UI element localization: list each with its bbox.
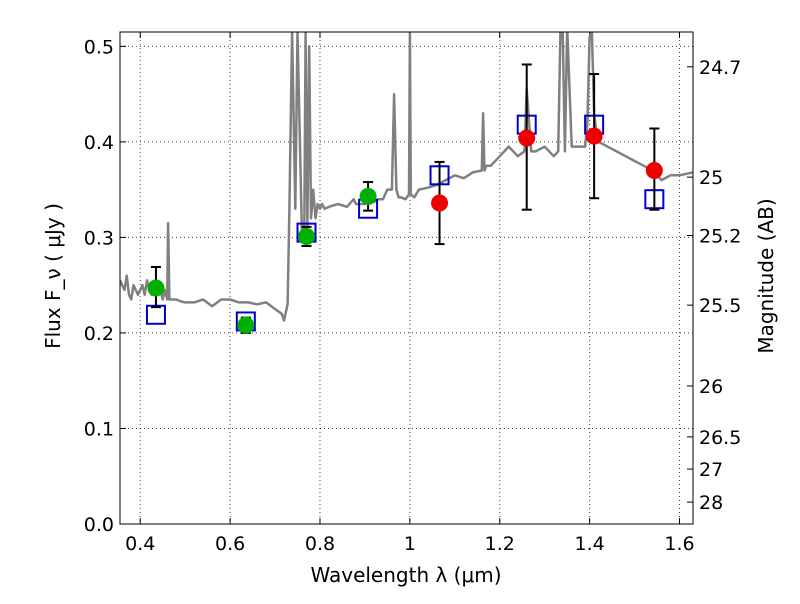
y-tick-label: 0.3 [84,227,114,249]
x-tick-label: 0.4 [125,533,155,555]
y-axis-label: Flux F_ν ( μJy ) [41,203,65,349]
x-tick-label: 0.6 [215,533,245,555]
observed-flux-point [585,127,603,145]
ticks-layer: 0.4 0.6 0.8 1 1.2 1.4 1.6 0.0 0.1 0.2 0.3 0.4 0.5 24.… [84,32,741,555]
observed-flux-point [237,316,255,334]
y-tick-label: 0.5 [84,36,114,58]
y-tick-label: 0.0 [84,514,114,536]
spectrum-line [120,32,693,322]
right-tick-label: 26 [699,376,723,398]
observed-flux-point [298,227,316,245]
y-tick-label: 0.2 [84,323,114,345]
y-tick-label: 0.4 [84,132,114,154]
right-tick-label: 25 [699,167,723,189]
x-tick-label: 1.2 [485,533,515,555]
x-axis-label: Wavelength λ (μm) [310,563,501,587]
model-square-point [145,304,166,325]
right-tick-label: 27 [699,459,723,481]
x-tick-label: 1.6 [664,533,694,555]
right-tick-label: 26.5 [699,427,741,449]
observed-flux-point [645,162,663,180]
right-tick-label: 25.2 [699,225,741,247]
observed-flux-point [431,194,449,212]
observed-flux-point [147,279,165,297]
right-tick-label: 28 [699,492,723,514]
data-layer [120,32,693,334]
x-tick-label: 0.8 [305,533,335,555]
grid-layer [120,32,693,525]
observed-flux-point [518,129,536,147]
x-tick-label: 1.4 [575,533,605,555]
y-axis-label-right: Magnitude (AB) [754,198,778,353]
y-tick-label: 0.1 [84,418,114,440]
observed-flux-point [359,187,377,205]
right-tick-label: 24.7 [699,57,741,79]
x-tick-label: 1 [404,533,416,555]
right-tick-label: 25.5 [699,295,741,317]
plot-frame [119,31,694,525]
